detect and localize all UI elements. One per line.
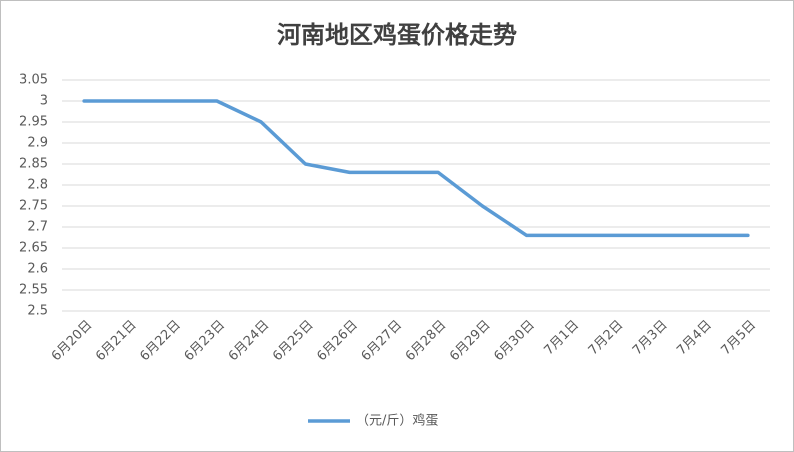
y-tick-label: 2.6 xyxy=(27,262,48,277)
y-tick-label: 3 xyxy=(40,94,48,109)
y-tick-label: 2.8 xyxy=(27,178,48,193)
y-tick-label: 2.85 xyxy=(19,157,48,172)
y-tick-label: 2.7 xyxy=(27,220,48,235)
legend-label: （元/斤）鸡蛋 xyxy=(356,413,438,429)
y-tick-label: 2.5 xyxy=(27,304,48,319)
y-tick-label: 3.05 xyxy=(19,73,48,88)
data-line xyxy=(82,99,750,238)
y-tick-label: 2.75 xyxy=(19,199,48,214)
y-tick-label: 2.55 xyxy=(19,283,48,298)
y-tick-label: 2.95 xyxy=(19,115,48,130)
chart-title: 河南地区鸡蛋价格走势 xyxy=(277,21,517,49)
y-tick-label: 2.65 xyxy=(19,241,48,256)
y-tick-label: 2.9 xyxy=(27,136,48,151)
